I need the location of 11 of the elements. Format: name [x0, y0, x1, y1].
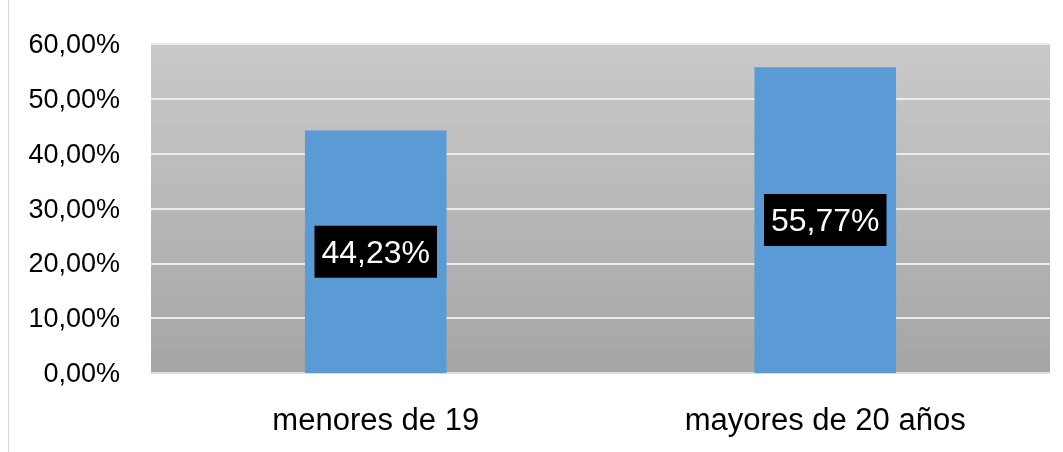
y-tick-label: 0,00% [43, 358, 120, 388]
y-tick-label: 30,00% [28, 193, 120, 224]
data-label: 44,23% [321, 233, 431, 270]
y-tick-label: 50,00% [28, 83, 120, 114]
x-tick-label: mayores de 20 años [684, 402, 966, 437]
y-tick-label: 40,00% [28, 138, 120, 169]
y-tick-label: 60,00% [28, 29, 120, 59]
data-label: 55,77% [770, 202, 880, 239]
y-tick-label: 10,00% [28, 303, 120, 334]
x-tick-label: menores de 19 [272, 402, 480, 437]
y-tick-label: 20,00% [28, 248, 120, 279]
